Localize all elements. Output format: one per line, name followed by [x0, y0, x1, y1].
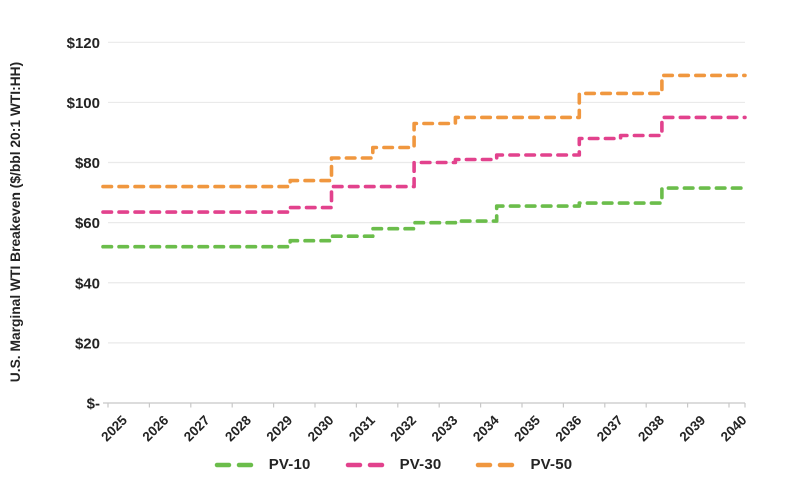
x-tick-label: 2037: [594, 413, 626, 445]
x-tick-label: 2025: [98, 412, 130, 444]
legend-dash-pv50-icon: [476, 462, 522, 467]
y-tick-label: $80: [75, 155, 100, 172]
axis-layer: [103, 402, 746, 408]
x-tick-label: 2040: [718, 413, 750, 445]
y-tick-label: $-: [87, 396, 100, 413]
series-layer: [101, 73, 747, 249]
series-line-pv-30: [101, 115, 747, 214]
series-line-pv-10: [101, 186, 747, 249]
x-tick-label: 2035: [511, 412, 543, 444]
chart-canvas: U.S. Marginal WTI Breakeven ($/bbl 20:1 …: [8, 35, 750, 445]
x-tick-label: 2032: [387, 413, 419, 445]
x-tick-label: 2028: [222, 412, 254, 444]
x-tick-label: 2036: [553, 412, 585, 444]
x-tick-label: 2034: [470, 412, 502, 444]
series-line-pv-50: [101, 73, 747, 189]
x-tick-label: 2029: [263, 413, 295, 445]
legend-item-pv-30: PV-30: [345, 456, 442, 473]
axis-label-layer: $- $20 $40 $60 $80 $100 $120 2025 2026 2027 2028 20…: [67, 35, 750, 445]
x-tick-label: 2027: [181, 413, 213, 445]
y-tick-label: $20: [75, 335, 100, 352]
x-tick-label: 2031: [346, 412, 378, 444]
y-tick-label: $60: [75, 215, 100, 232]
legend-label-pv-10: PV-10: [268, 456, 311, 473]
legend: PV-10 PV-30 PV-50: [0, 456, 786, 473]
grid-layer: [108, 41, 745, 344]
legend-item-pv-50: PV-50: [475, 456, 572, 473]
legend-item-pv-10: PV-10: [214, 456, 311, 473]
legend-dash-pv30-icon: [345, 462, 391, 467]
y-tick-label: $40: [75, 275, 100, 292]
x-tick-label: 2030: [305, 413, 337, 445]
x-tick-label: 2026: [140, 412, 172, 444]
y-tick-label: $100: [67, 95, 100, 112]
legend-label-pv-50: PV-50: [530, 456, 573, 473]
y-tick-label: $120: [67, 35, 100, 52]
x-tick-label: 2033: [429, 412, 461, 444]
y-axis-title: U.S. Marginal WTI Breakeven ($/bbl 20:1 …: [8, 62, 23, 382]
legend-label-pv-30: PV-30: [399, 456, 442, 473]
x-tick-label: 2038: [635, 412, 667, 444]
x-tick-label: 2039: [676, 413, 708, 445]
legend-dash-pv10-icon: [214, 462, 260, 467]
